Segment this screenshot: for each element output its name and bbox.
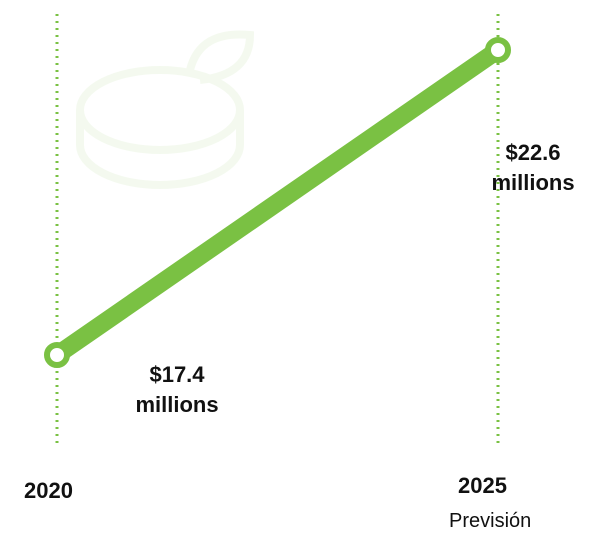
point [44,342,70,368]
value-label: $17.4 millions [135,362,219,417]
x-tick-label: 2020 [24,478,73,503]
background-icon [76,30,255,189]
annotation: Previsión [449,510,532,532]
x-tick-label: 2025 [458,473,507,498]
value-label: $22.6 millions [491,140,575,195]
point [485,37,511,63]
line [48,41,507,364]
